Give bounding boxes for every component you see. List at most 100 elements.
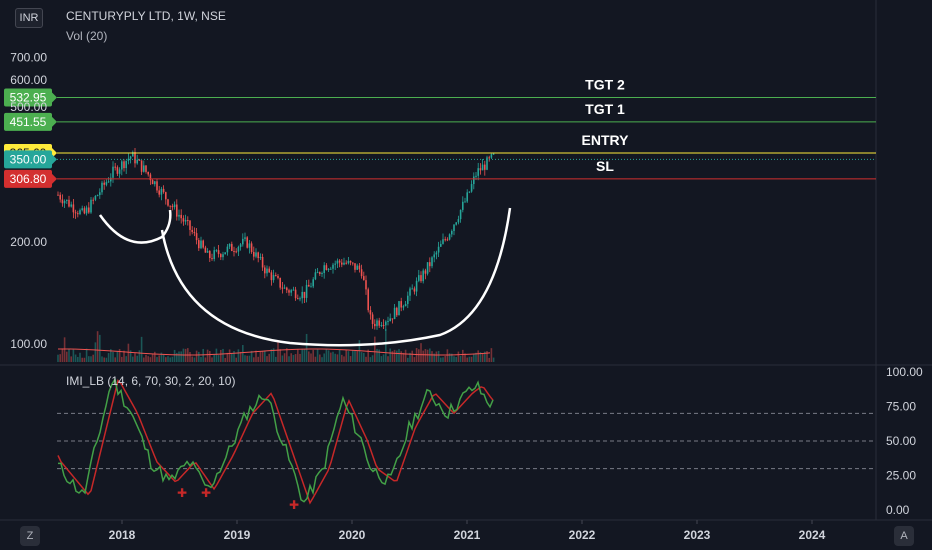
volume-bar xyxy=(277,341,279,362)
volume-bar xyxy=(330,352,332,362)
volume-bar xyxy=(253,357,255,362)
candle-body xyxy=(279,277,281,288)
candle-body xyxy=(341,262,343,265)
volume-bar xyxy=(79,352,81,362)
level-label: TGT 1 xyxy=(585,101,625,117)
volume-bar xyxy=(297,349,299,362)
candle-body xyxy=(433,254,435,258)
candle-body xyxy=(297,298,299,300)
candle-body xyxy=(231,243,233,251)
volume-bar xyxy=(206,349,209,362)
volume-bar xyxy=(270,349,273,362)
level-badge xyxy=(4,169,52,188)
candle-body xyxy=(59,194,61,200)
candle-body xyxy=(176,204,178,217)
volume-bar xyxy=(213,354,215,362)
volume-bar xyxy=(286,348,288,362)
candle-body xyxy=(253,251,255,257)
candle-body xyxy=(431,257,433,267)
price-tick-label: 100.00 xyxy=(10,337,47,351)
candle-body xyxy=(446,239,449,241)
candle-body xyxy=(83,208,86,214)
candle-body xyxy=(363,276,365,281)
candle-body xyxy=(116,167,119,174)
candle-body xyxy=(396,307,398,316)
volume-bar xyxy=(123,350,125,362)
volume-bar xyxy=(393,349,396,362)
level-badge-label: 532.95 xyxy=(10,90,47,104)
candle-body xyxy=(114,166,116,168)
candle-body xyxy=(277,275,279,278)
currency-badge[interactable]: INR xyxy=(15,8,43,28)
time-tick-label: 2024 xyxy=(799,528,826,542)
candle-body xyxy=(367,289,369,311)
volume-bar xyxy=(195,350,198,362)
candle-body xyxy=(96,195,99,197)
candle-body xyxy=(173,204,176,208)
candle-body xyxy=(182,218,185,222)
candle-body xyxy=(385,321,387,326)
volume-bar xyxy=(77,356,79,362)
candle-body xyxy=(444,239,446,241)
candle-body xyxy=(492,153,495,155)
level-badge xyxy=(4,112,52,131)
candle-body xyxy=(437,246,440,253)
volume-bar xyxy=(68,349,70,362)
price-tick-label: 600.00 xyxy=(10,73,47,87)
volume-bar xyxy=(226,352,229,362)
volume-bar xyxy=(116,351,119,362)
price-axis: 700.00 600.00 500.00 200.00 100.00 xyxy=(10,50,47,351)
volume-bar xyxy=(66,351,68,362)
volume-bar xyxy=(305,333,308,362)
auto-scale-button[interactable]: A xyxy=(894,526,914,546)
volume-bar xyxy=(299,353,301,362)
candle-body xyxy=(369,310,372,315)
candle-body xyxy=(189,220,191,230)
volume-bar xyxy=(442,357,444,362)
volume-bar xyxy=(99,334,101,362)
candle-body xyxy=(281,287,284,289)
candle-body xyxy=(57,194,59,196)
candle-body xyxy=(336,260,339,264)
volume-bar xyxy=(468,356,471,362)
volume-bar xyxy=(160,352,163,362)
volume-bar xyxy=(396,350,398,362)
candle-body xyxy=(61,199,64,204)
volume-bar xyxy=(145,354,147,362)
volume-bar xyxy=(222,348,224,362)
volume-bar xyxy=(387,356,389,362)
volume-bar xyxy=(411,350,413,362)
zoom-reset-button[interactable]: Z xyxy=(20,526,40,546)
candle-body xyxy=(74,212,77,214)
candle-body xyxy=(332,264,334,269)
candle-body xyxy=(490,154,493,158)
volume-bar xyxy=(59,354,61,362)
candle-body xyxy=(272,275,275,281)
volume-bar xyxy=(466,357,468,362)
volume-bar xyxy=(105,357,108,362)
candle-body xyxy=(224,252,226,255)
candle-body xyxy=(407,295,409,304)
volume-bar xyxy=(239,351,242,362)
candle-body xyxy=(101,182,103,193)
volume-bar xyxy=(288,356,290,362)
candle-body xyxy=(257,252,259,259)
candle-body xyxy=(151,180,154,185)
volume-bar xyxy=(374,336,376,362)
volume-bar xyxy=(435,351,438,362)
candle-body xyxy=(374,323,376,327)
candle-body xyxy=(462,201,464,210)
candle-body xyxy=(325,265,328,271)
candle-body xyxy=(391,318,394,320)
candle-body xyxy=(79,210,81,215)
volume-legend: Vol (20) xyxy=(66,29,108,43)
candle-body xyxy=(160,188,163,195)
candle-body xyxy=(222,254,224,258)
volume-bar xyxy=(134,353,136,362)
candle-body xyxy=(457,219,460,223)
candle-body xyxy=(382,324,385,326)
imi-line xyxy=(57,377,494,503)
volume-bar xyxy=(162,354,165,362)
volume-bar xyxy=(215,348,218,362)
